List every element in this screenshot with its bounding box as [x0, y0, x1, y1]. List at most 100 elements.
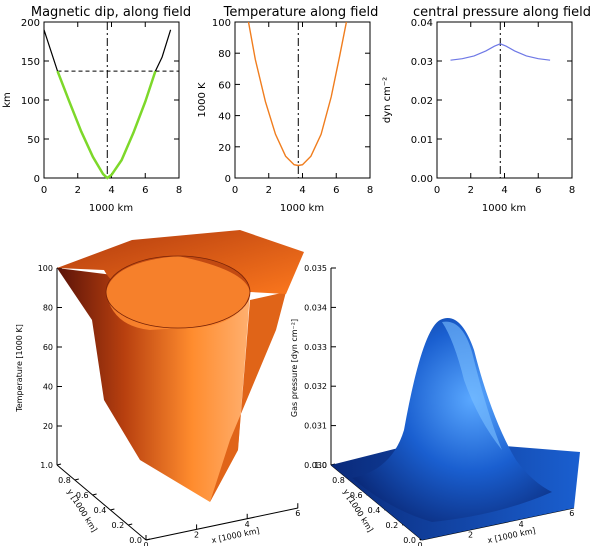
panel-temperature: Temperature along field 0 2 4 6 802040608010…: [197, 5, 378, 214]
ytick-label: 40: [218, 112, 231, 123]
ytick-label: 80: [218, 49, 231, 60]
pressure-ylabel: dyn cm⁻²: [382, 77, 393, 123]
ytick-label: 50: [27, 135, 40, 146]
ytick-label: 0.03: [411, 57, 433, 68]
ytick-label: 0.01: [411, 135, 433, 146]
temp-ylabel: 1000 K: [197, 82, 208, 118]
xtick-label: 0: [417, 541, 422, 546]
ztick-label: 40: [43, 383, 53, 392]
ytick-mark: [92, 493, 97, 496]
xtick-label: 8: [367, 185, 373, 196]
temp-surface-right-wall: [210, 292, 286, 502]
ztick-label: 100: [38, 264, 53, 273]
ytick-label: 0.8: [332, 476, 345, 485]
dip-title: Magnetic dip, along field: [31, 5, 191, 20]
pres-surface-zlabel: Gas pressure [dyn cm⁻²]: [290, 319, 299, 417]
pres-surface-highlight: [442, 321, 502, 450]
xtick-label: 2: [266, 185, 272, 196]
panel-central-pressure: central pressure along field 0 2 4 6 8 0.00 0.…: [382, 5, 591, 214]
temp-surface-bowl-rim: [105, 255, 251, 329]
ztick-label: 0.032: [304, 382, 327, 391]
xtick-label: 8: [176, 185, 182, 196]
ytick-label: 0.6: [76, 491, 89, 500]
ytick-mark: [145, 538, 151, 541]
xtick-label: 0: [232, 185, 238, 196]
xtick-label: 0: [41, 185, 47, 196]
pressure-title: central pressure along field: [413, 5, 591, 20]
ytick-label: 0.0: [129, 536, 142, 545]
ytick-label: 0: [34, 174, 40, 185]
temp-surface-zlabel: Temperature [1000 K]: [15, 324, 24, 413]
ytick-label: 0.00: [411, 174, 433, 185]
ytick-label: 0.2: [385, 521, 398, 530]
panel-pressure-surface: 0.035 0.034 0.033 0.032 0.031 0.030 Gas press…: [290, 264, 580, 546]
ytick-label: 0.02: [411, 96, 433, 107]
ytick-label: 100: [212, 18, 231, 29]
ytick-label: 100: [21, 96, 40, 107]
panel-temperature-surface: 100 80 60 40 20 Temperature [1000 K] 0 2 4 6 0.0…: [15, 230, 304, 546]
ztick-label: 0.031: [304, 422, 327, 431]
ytick-label: 0.8: [58, 476, 71, 485]
ytick-label: 20: [218, 143, 231, 154]
ytick-label: 0.6: [350, 491, 363, 500]
ztick-label: 60: [43, 343, 53, 352]
ytick-label: 150: [21, 57, 40, 68]
temp-xlabel: 1000 km: [280, 203, 324, 214]
dip-ticks: 0 2 4 6 8 0 50 100 150 200: [21, 18, 182, 196]
ztick-label: 0.030: [304, 461, 327, 470]
temp-surface-z-ticks: 100 80 60 40 20: [38, 264, 62, 431]
ytick-label: 0.4: [368, 506, 381, 515]
xtick-label: 4: [108, 185, 114, 196]
dip-ylabel: km: [2, 92, 13, 108]
xtick-label: 4: [245, 520, 250, 529]
xtick-label: 2: [468, 185, 474, 196]
xtick-label: 8: [569, 185, 575, 196]
ztick-label: 80: [43, 304, 53, 313]
temp-surface-x-axis: [145, 507, 299, 541]
temp-surface-y-axis: [56, 464, 147, 541]
ytick-mark: [128, 523, 133, 526]
dip-fitted-line: [56, 70, 157, 180]
xtick-label: 6: [333, 185, 339, 196]
temp-frame: [234, 21, 371, 179]
pres-surface-z-ticks: 0.035 0.034 0.033 0.032 0.031 0.030: [304, 264, 336, 470]
xtick-label: 4: [519, 520, 524, 529]
xtick-label: 6: [569, 509, 574, 518]
ytick-label: 0.04: [411, 18, 433, 29]
ytick-mark: [56, 463, 62, 466]
temp-title: Temperature along field: [223, 5, 379, 20]
ytick-label: 0: [225, 174, 231, 185]
ztick-label: 0.035: [304, 264, 327, 273]
xtick-label: 0: [143, 541, 148, 546]
ztick-label: 0.034: [304, 303, 327, 312]
xtick-label: 4: [501, 185, 507, 196]
dip-xlabel: 1000 km: [89, 203, 133, 214]
temp-surface-base-ticks: 0 2 4 6 0.0 0.2 0.4 0.6 0.8 1.0: [40, 461, 300, 546]
xtick-label: 2: [468, 530, 473, 539]
pressure-xlabel: 1000 km: [482, 203, 526, 214]
temp-surface-bowl-inner: [106, 256, 250, 330]
xtick-label: 6: [142, 185, 148, 196]
xtick-label: 4: [299, 185, 305, 196]
xtick-label: 2: [75, 185, 81, 196]
panel-magnetic-dip: Magnetic dip, along field 0 2 4 6 8 0 50 100 150…: [2, 5, 191, 214]
ztick-label: 20: [43, 422, 53, 431]
ytick-mark: [74, 478, 79, 481]
temp-surface-xlabel: x [1000 km]: [211, 526, 261, 545]
ytick-label: 1.0: [40, 461, 53, 470]
ytick-label: 0.0: [403, 536, 416, 545]
pressure-ticks: 0 2 4 6 8 0.00 0.01 0.02 0.03 0.04: [411, 18, 575, 196]
ytick-label: 200: [21, 18, 40, 29]
ytick-label: 1.0: [314, 461, 327, 470]
temp-profile-line: [247, 21, 348, 167]
pres-surface-hill: [352, 318, 552, 522]
xtick-label: 0: [434, 185, 440, 196]
pressure-profile-line: [450, 43, 551, 61]
ytick-label: 60: [218, 80, 231, 91]
dip-frame: [43, 21, 180, 179]
xtick-label: 6: [295, 509, 300, 518]
ytick-label: 0.2: [111, 521, 124, 530]
ytick-label: 0.4: [94, 506, 107, 515]
